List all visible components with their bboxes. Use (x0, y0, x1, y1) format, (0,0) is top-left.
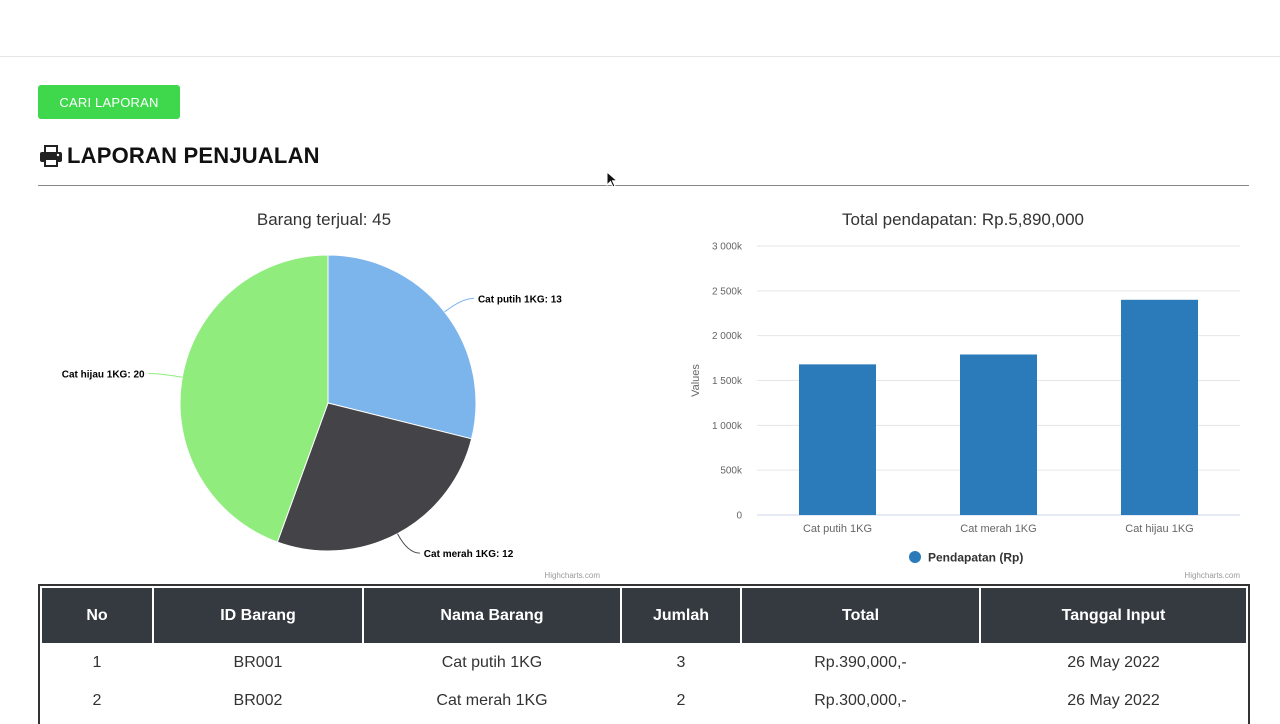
bar[interactable] (1121, 299, 1198, 515)
top-navbar (0, 0, 1280, 57)
cell-no: 2 (42, 683, 152, 719)
col-tanggal-input: Tanggal Input (981, 588, 1246, 643)
page-title: LAPORAN PENJUALAN (67, 143, 320, 168)
col-no: No (42, 588, 152, 643)
cell-tanggal-input: 26 May 2022 (981, 645, 1246, 681)
x-tick-label: Cat merah 1KG (960, 523, 1036, 535)
title-divider (38, 185, 1249, 186)
bar[interactable] (799, 364, 876, 515)
table-row: 2 BR002 Cat merah 1KG 2 Rp.300,000,- 26 … (42, 683, 1246, 719)
pie-label-connector (397, 533, 420, 554)
y-tick-label: 1 500k (712, 376, 743, 387)
bar-chart: Total pendapatan: Rp.5,890,000 0 500k 1 000… (690, 210, 1240, 580)
y-tick-label: 0 (736, 511, 742, 522)
pie-slice[interactable] (179, 254, 329, 543)
col-jumlah: Jumlah (622, 588, 740, 643)
pie-chart-credit[interactable]: Highcharts.com (544, 571, 600, 580)
table-header-row: No ID Barang Nama Barang Jumlah Total Ta… (42, 588, 1246, 643)
cell-jumlah: 3 (622, 645, 740, 681)
bar-chart-credit[interactable]: Highcharts.com (1184, 571, 1240, 580)
col-total: Total (742, 588, 979, 643)
y-axis-title: Values (690, 364, 702, 397)
y-tick-label: 1 000k (712, 421, 743, 432)
y-tick-label: 500k (720, 466, 743, 477)
pie-chart: Barang terjual: 45 Cat putih 1KG: 13 Cat m… (62, 210, 601, 580)
mouse-pointer-icon (606, 171, 618, 188)
cell-nama-barang: Cat putih 1KG (364, 645, 620, 681)
pie-slice[interactable] (327, 254, 477, 440)
cell-nama-barang: Cat merah 1KG (364, 683, 620, 719)
pie-data-label: Cat merah 1KG: 12 (424, 549, 514, 560)
cell-tanggal-input: 26 May 2022 (981, 683, 1246, 719)
cell-no: 1 (42, 645, 152, 681)
search-report-button[interactable]: CARI LAPORAN (38, 85, 180, 119)
pie-data-label: Cat putih 1KG: 13 (478, 294, 562, 305)
pie-slice[interactable] (276, 402, 473, 552)
table-row: 1 BR001 Cat putih 1KG 3 Rp.390,000,- 26 … (42, 645, 1246, 681)
cell-id-barang: BR001 (154, 645, 362, 681)
sales-table: No ID Barang Nama Barang Jumlah Total Ta… (40, 586, 1248, 721)
legend-item[interactable]: Pendapatan (Rp) (928, 551, 1023, 565)
x-tick-label: Cat putih 1KG (803, 523, 872, 535)
legend-marker (909, 551, 921, 563)
pie-data-label: Cat hijau 1KG: 20 (62, 369, 145, 380)
cell-total: Rp.390,000,- (742, 645, 979, 681)
y-tick-label: 2 500k (712, 286, 743, 297)
page-header: LAPORAN PENJUALAN (38, 140, 320, 172)
col-nama-barang: Nama Barang (364, 588, 620, 643)
pie-label-connector (148, 372, 183, 378)
y-tick-label: 2 000k (712, 331, 743, 342)
cell-jumlah: 2 (622, 683, 740, 719)
pie-chart-title: Barang terjual: 45 (257, 210, 391, 229)
y-tick-label: 3 000k (712, 242, 743, 253)
pie-label-connector (444, 297, 474, 313)
print-icon (40, 145, 62, 167)
bar-chart-title: Total pendapatan: Rp.5,890,000 (842, 210, 1084, 229)
chart-legend[interactable]: Pendapatan (Rp) (909, 551, 1023, 565)
x-tick-label: Cat hijau 1KG (1125, 523, 1193, 535)
cell-total: Rp.300,000,- (742, 683, 979, 719)
bar[interactable] (960, 354, 1037, 515)
col-id-barang: ID Barang (154, 588, 362, 643)
cell-id-barang: BR002 (154, 683, 362, 719)
sales-table-container: No ID Barang Nama Barang Jumlah Total Ta… (38, 584, 1250, 724)
